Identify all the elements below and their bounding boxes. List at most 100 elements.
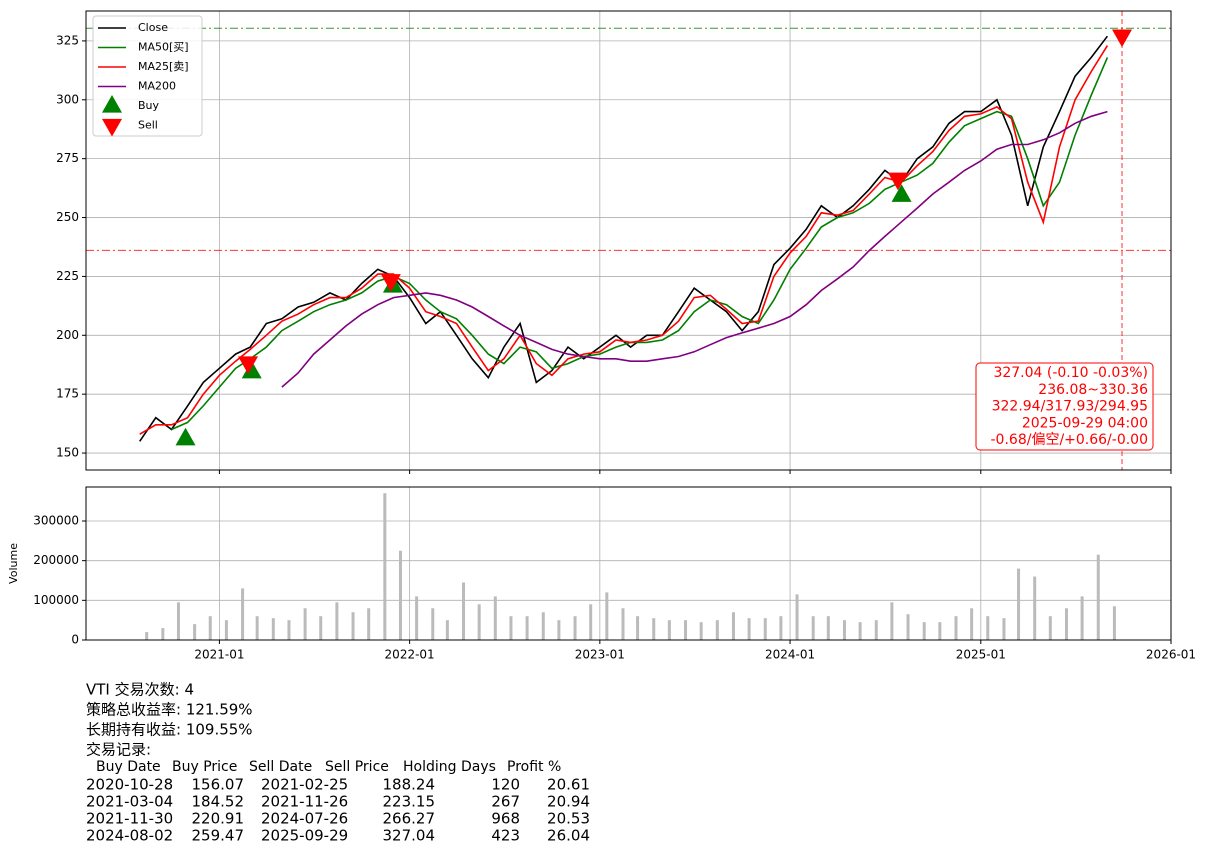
volume-bar [1096, 554, 1100, 640]
table-cell: 968 [491, 810, 520, 828]
volume-bar [1080, 596, 1084, 640]
table-cell: 2021-03-04 [86, 793, 173, 811]
table-header: Sell Price [325, 759, 389, 775]
annotation-line: 327.04 (-0.10 -0.03%) [993, 365, 1148, 381]
volume-bar [779, 616, 783, 640]
trade-marker [891, 184, 912, 202]
table-header: Holding Days [403, 759, 496, 775]
volume-bar [699, 622, 703, 640]
trade-marker [175, 427, 196, 446]
volume-bar [858, 622, 862, 640]
table-cell: 156.07 [192, 776, 245, 794]
table-cell: 184.52 [192, 793, 245, 811]
legend-label: Close [138, 21, 168, 34]
volume-bar [415, 596, 419, 640]
table-cell: 267 [491, 793, 520, 811]
y-tick-label: 200 [56, 328, 79, 342]
x-tick-label: 2022-01 [385, 648, 435, 662]
volume-bar [795, 594, 799, 640]
summary-line: 长期持有收益: 109.55% [86, 721, 253, 739]
table-cell: 2021-02-25 [261, 776, 348, 794]
x-tick-label: 2026-01 [1146, 648, 1196, 662]
y-tick-label: 175 [56, 387, 79, 401]
table-cell: 2025-09-29 [261, 827, 348, 845]
table-cell: 220.91 [192, 810, 245, 828]
volume-bar [970, 608, 974, 640]
volume-bar [241, 588, 245, 640]
trade-marker [241, 360, 262, 379]
table-cell: 423 [491, 827, 520, 845]
table-cell: 2020-10-28 [86, 776, 173, 794]
volume-bar [1048, 616, 1052, 640]
legend-label: MA200 [138, 80, 176, 93]
table-cell: 120 [491, 776, 520, 794]
volume-bar [351, 612, 355, 640]
volume-bar [493, 596, 497, 640]
trade-marker [887, 172, 908, 191]
volume-bar [1033, 576, 1037, 640]
volume-bar [383, 493, 387, 640]
x-tick-label: 2023-01 [575, 648, 625, 662]
volume-bar [605, 592, 609, 640]
volume-bar [874, 620, 878, 640]
volume-bar [303, 608, 307, 640]
legend-swatch [102, 95, 122, 113]
summary-line: 策略总收益率: 121.59% [86, 701, 253, 719]
annotation-line: 2025-09-29 04:00 [1022, 415, 1148, 431]
table-header: Sell Date [249, 759, 312, 775]
volume-bar [1002, 618, 1006, 640]
table-cell: 266.27 [383, 810, 436, 828]
table-header: Profit % [507, 759, 561, 775]
table-cell: 20.94 [547, 793, 590, 811]
volume-bar [811, 616, 815, 640]
y-tick-label: 100000 [33, 593, 79, 607]
table-cell: 2021-11-30 [86, 810, 173, 828]
volume-bar [826, 616, 830, 640]
volume-bar [1064, 608, 1068, 640]
y-tick-label: 225 [56, 269, 79, 283]
volume-bar [208, 616, 212, 640]
volume-bar [1112, 606, 1116, 640]
x-tick-label: 2021-01 [194, 648, 244, 662]
axes-frame [85, 10, 1172, 471]
y-tick-label: 200000 [33, 553, 79, 567]
axes-frame [85, 486, 1172, 641]
table-cell: 327.04 [383, 827, 436, 845]
table-cell: 2024-07-26 [261, 810, 348, 828]
volume-bar [462, 582, 466, 640]
annotation-line: -0.68/偏空/+0.66/-0.00 [991, 432, 1149, 448]
volume-bar [557, 620, 561, 640]
trade-marker [238, 356, 259, 374]
volume-bar [525, 616, 529, 640]
table-cell: 188.24 [383, 776, 436, 794]
volume-bar [398, 550, 402, 640]
annotation-line: 236.08~330.36 [1038, 382, 1148, 398]
volume-bar [573, 616, 577, 640]
legend-label: Sell [138, 119, 158, 132]
volume-bar [636, 616, 640, 640]
volume-bar [477, 604, 481, 640]
series-line [171, 57, 1109, 431]
table-cell: 2024-08-02 [86, 827, 173, 845]
volume-bar [319, 616, 323, 640]
volume-bar [589, 604, 593, 640]
table-cell: 20.61 [547, 776, 590, 794]
volume-bar [431, 608, 435, 640]
series-line [281, 110, 1108, 388]
volume-bar [445, 620, 449, 640]
series-line [139, 35, 1109, 442]
volume-bar [1017, 568, 1021, 640]
table-cell: 259.47 [192, 827, 245, 845]
annotation-line: 322.94/317.93/294.95 [992, 399, 1148, 415]
trade-marker [1112, 29, 1133, 48]
volume-bar [715, 620, 719, 640]
volume-bar [224, 620, 228, 640]
y-tick-label: 300 [56, 92, 79, 106]
table-cell: 2021-11-26 [261, 793, 348, 811]
volume-bar [986, 616, 990, 640]
series-line [139, 45, 1109, 435]
volume-bar [541, 612, 545, 640]
y-tick-label: 0 [71, 633, 79, 647]
legend-label: Buy [138, 99, 160, 112]
